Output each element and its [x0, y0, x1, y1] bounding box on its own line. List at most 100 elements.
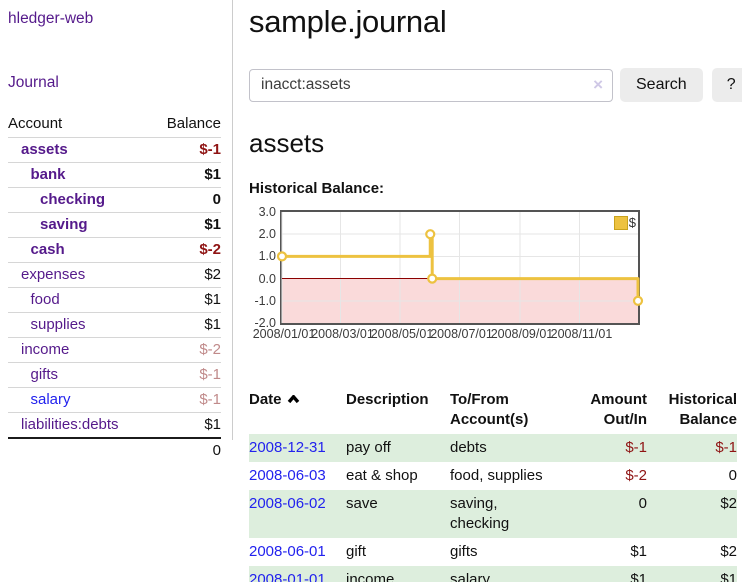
account-balance: $2	[204, 266, 221, 283]
account-row: liabilities:debts $1	[8, 412, 221, 439]
x-tick-label: 2008/07/01	[430, 327, 493, 341]
accounts-table: Account Balance assets $-1 bank $1 checking 0…	[8, 113, 221, 463]
register-row: 2008-06-01 gift gifts $1 $2	[249, 538, 737, 566]
y-tick-label: 1.0	[258, 249, 276, 264]
page-title: sample.journal	[249, 4, 447, 39]
account-link[interactable]: checking	[40, 191, 106, 208]
account-balance: $-1	[199, 391, 221, 408]
x-tick-label: 2008/03/01	[311, 327, 374, 341]
register-header-to: To/From Account(s)	[450, 391, 529, 428]
account-balance: $-2	[199, 341, 221, 358]
transaction-date-link[interactable]: 2008-06-01	[249, 542, 326, 560]
register-header-historical: Historical Balance	[668, 391, 737, 428]
register-header-row: Date Description To/From Account(s) Amount …	[249, 387, 737, 434]
help-button[interactable]: ?	[711, 68, 742, 102]
account-heading: assets	[249, 128, 325, 158]
account-link[interactable]: supplies	[30, 316, 86, 333]
account-link[interactable]: bank	[30, 166, 66, 183]
account-row: checking 0	[8, 187, 221, 213]
account-link[interactable]: expenses	[21, 266, 86, 283]
search-button[interactable]: Search	[620, 68, 703, 102]
transaction-balance: $-1	[715, 438, 737, 456]
account-link[interactable]: liabilities:debts	[21, 416, 119, 433]
account-balance: $1	[204, 291, 221, 308]
register-table: Date Description To/From Account(s) Amount …	[249, 387, 737, 582]
account-row: saving $1	[8, 212, 221, 238]
transaction-accounts: saving, checking	[450, 494, 510, 532]
account-row: food $1	[8, 287, 221, 313]
account-balance: $-2	[199, 241, 221, 258]
account-link[interactable]: income	[21, 341, 70, 358]
y-tick-label: 3.0	[258, 205, 276, 219]
register-row: 2008-01-01 income salary $1 $1	[249, 565, 737, 582]
transaction-amount: $1	[630, 542, 647, 560]
chart-y-axis: 3.0 2.0 1.0 0.0 -1.0 -2.0	[249, 205, 276, 330]
transaction-accounts: salary	[450, 570, 491, 582]
transaction-description: income	[346, 570, 395, 582]
y-tick-label: -2.0	[254, 316, 276, 330]
accounts-header-row: Account Balance	[8, 113, 221, 138]
transaction-amount: $1	[630, 570, 647, 582]
sidebar: hledger-web Journal Account Balance asse…	[0, 0, 233, 459]
y-tick-label: -1.0	[254, 293, 276, 308]
transaction-date-link[interactable]: 2008-06-02	[249, 494, 326, 512]
transaction-accounts: food, supplies	[450, 466, 543, 484]
transaction-date-link[interactable]: 2008-01-01	[249, 570, 326, 582]
account-link[interactable]: gifts	[30, 366, 59, 383]
register-header-date[interactable]: Date	[249, 387, 346, 434]
chart-x-axis: 2008/01/01 2008/03/01 2008/05/01 2008/07/01…	[253, 327, 642, 345]
register-row: 2008-12-31 pay off debts $-1 $-1	[249, 433, 737, 462]
account-row: income $-2	[8, 337, 221, 363]
transaction-balance: 0	[728, 466, 737, 484]
account-link[interactable]: cash	[30, 241, 65, 258]
historical-balance-chart: 3.0 2.0 1.0 0.0 -1.0 -2.0 $ 2008/01/01 2008/03…	[249, 205, 742, 360]
account-row: assets $-1	[8, 137, 221, 163]
register-header-amount: Amount Out/In	[590, 391, 647, 428]
accounts-header-account: Account	[8, 115, 63, 132]
account-row: cash $-2	[8, 237, 221, 263]
register-header-description: Description	[346, 391, 429, 408]
account-balance: $1	[204, 416, 221, 433]
transaction-date-link[interactable]: 2008-12-31	[249, 438, 326, 456]
transaction-description: pay off	[346, 438, 391, 456]
accounts-header-balance: Balance	[166, 115, 221, 132]
transaction-balance: $2	[720, 542, 737, 560]
chart-canvas[interactable]	[276, 212, 644, 323]
legend-swatch-icon	[613, 215, 628, 230]
x-tick-label: 2008/01/01	[252, 327, 316, 341]
account-row: bank $1	[8, 162, 221, 188]
account-link[interactable]: food	[30, 291, 60, 308]
register-row: 2008-06-02 save saving, checking 0 $2	[249, 489, 737, 538]
account-link[interactable]: assets	[21, 141, 68, 158]
account-link[interactable]: salary	[30, 391, 71, 408]
transaction-balance: $2	[720, 494, 737, 512]
transaction-accounts: gifts	[450, 542, 478, 560]
transaction-amount: $-2	[625, 466, 647, 484]
account-row: salary $-1	[8, 387, 221, 413]
account-row: expenses $2	[8, 262, 221, 288]
chart-plot-area[interactable]: $	[276, 210, 644, 325]
nav-journal-link[interactable]: Journal	[8, 74, 59, 91]
search-input[interactable]	[249, 68, 613, 102]
account-link[interactable]: saving	[40, 216, 88, 233]
account-balance: $1	[204, 316, 221, 333]
account-balance: $-1	[199, 366, 221, 383]
account-balance: $1	[204, 216, 221, 233]
app-title-link[interactable]: hledger-web	[8, 10, 94, 27]
transaction-description: gift	[346, 542, 367, 560]
accounts-total-value: 0	[212, 442, 221, 459]
clear-search-icon[interactable]: ×	[593, 74, 603, 94]
account-balance: $-1	[199, 141, 221, 158]
chart-legend: $	[613, 215, 636, 230]
transaction-date-link[interactable]: 2008-06-03	[249, 466, 326, 484]
legend-label: $	[628, 215, 636, 230]
x-tick-label: 2008/05/01	[370, 327, 434, 341]
sort-ascending-icon	[287, 394, 299, 404]
transaction-description: eat & shop	[346, 466, 418, 484]
y-tick-label: 2.0	[258, 227, 276, 242]
accounts-total-row: 0	[8, 438, 221, 463]
register-row: 2008-06-03 eat & shop food, supplies $-2 0	[249, 462, 737, 490]
transaction-accounts: debts	[450, 438, 487, 456]
x-tick-label: 2008/09/01	[490, 327, 554, 341]
